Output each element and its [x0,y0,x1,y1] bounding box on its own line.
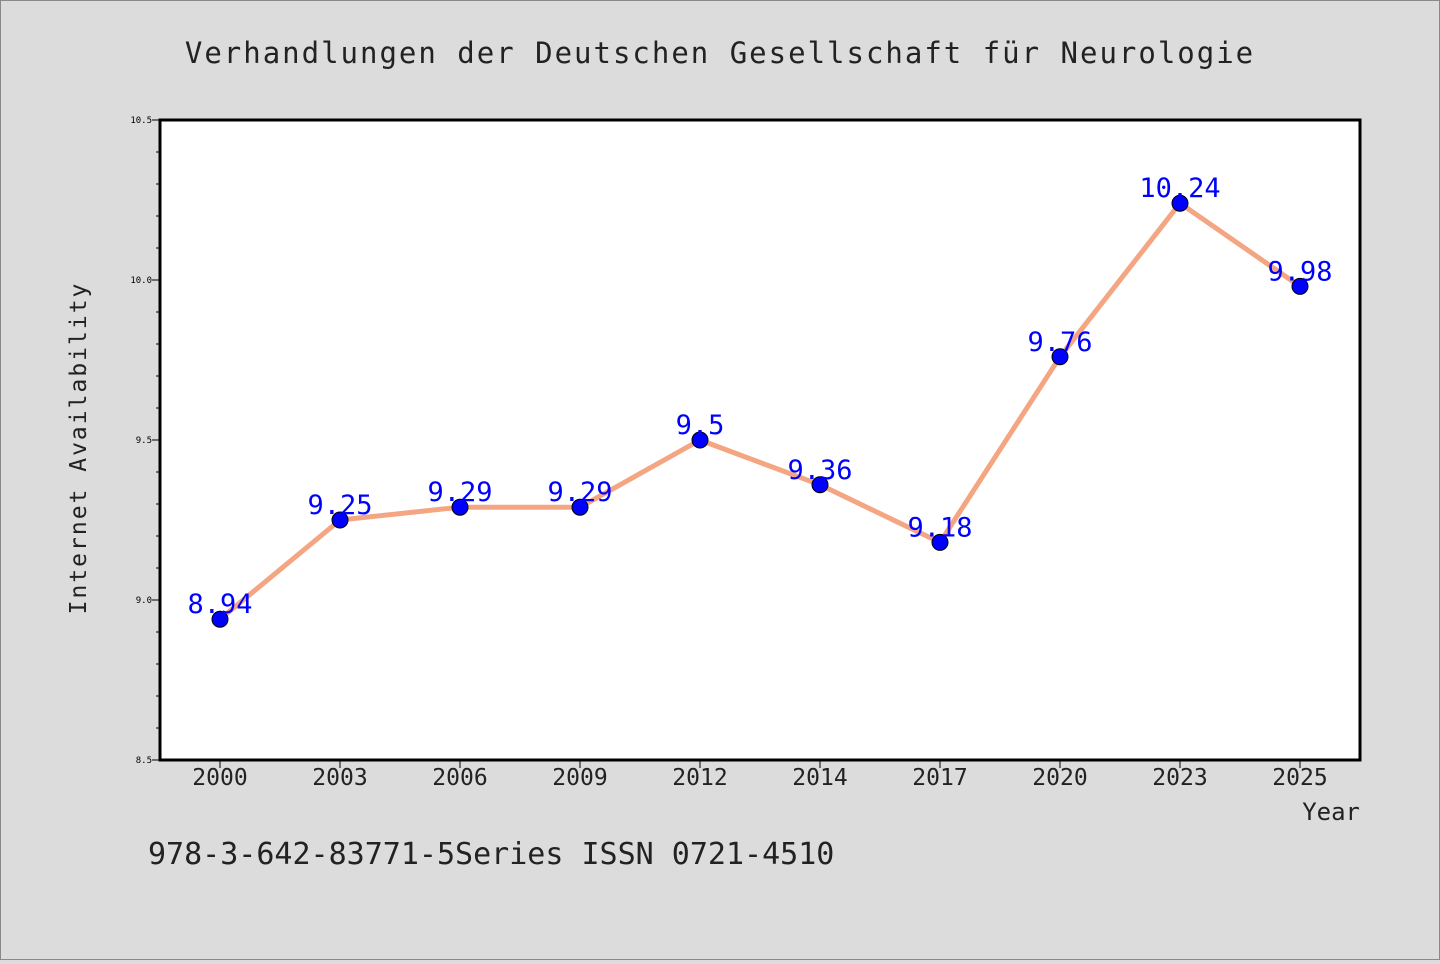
y-tick-label: 10.5 [130,116,152,126]
x-tick-label: 2020 [1032,765,1087,791]
data-point [1051,348,1069,366]
x-tick-label: 2023 [1152,765,1207,791]
plot-area: 8.5 9.0 9.5 10.0 10.5 2000 2003 2006 2009 2012 201… [130,116,1362,791]
data-label: 9.98 [1267,256,1332,287]
chart-title: Verhandlungen der Deutschen Gesellschaft… [185,36,1255,70]
y-tick-label: 10.0 [130,276,152,286]
data-label: 10.24 [1139,173,1220,204]
data-label: 9.36 [787,455,852,486]
data-point [331,511,349,529]
series-line [217,200,1303,622]
x-tick-label: 2012 [672,765,727,791]
x-axis-label: Year [1302,798,1360,826]
data-point [1171,194,1189,212]
x-tick-label: 2017 [912,765,967,791]
data-point [691,431,709,449]
y-tick-label: 9.5 [136,436,152,446]
y-tick-label: 9.0 [136,596,152,606]
x-tick-label: 2006 [432,765,487,791]
data-label: 9.25 [307,490,372,521]
x-tick-label: 2009 [552,765,607,791]
data-point [931,533,949,551]
data-point [1291,277,1309,295]
data-point [811,476,829,494]
data-label: 8.94 [187,589,252,620]
data-label: 9.29 [547,477,612,508]
y-axis-label: Internet Availability [66,282,92,615]
x-tick-label: 2003 [312,765,367,791]
data-label: 9.76 [1027,327,1092,358]
y-tick-label: 8.5 [136,756,152,766]
plot-frame [158,118,1362,762]
plot-background [160,120,1360,760]
data-label: 9.18 [907,512,972,543]
data-label: 9.29 [427,477,492,508]
x-tick-label: 2014 [792,765,847,791]
x-tick-label: 2025 [1272,765,1327,791]
x-tick-label: 2000 [192,765,247,791]
data-point [451,498,469,516]
footer-text: 978-3-642-83771-5Series ISSN 0721-4510 [148,837,834,872]
data-point [571,498,589,516]
data-point [211,610,229,628]
data-label: 9.5 [676,410,725,441]
